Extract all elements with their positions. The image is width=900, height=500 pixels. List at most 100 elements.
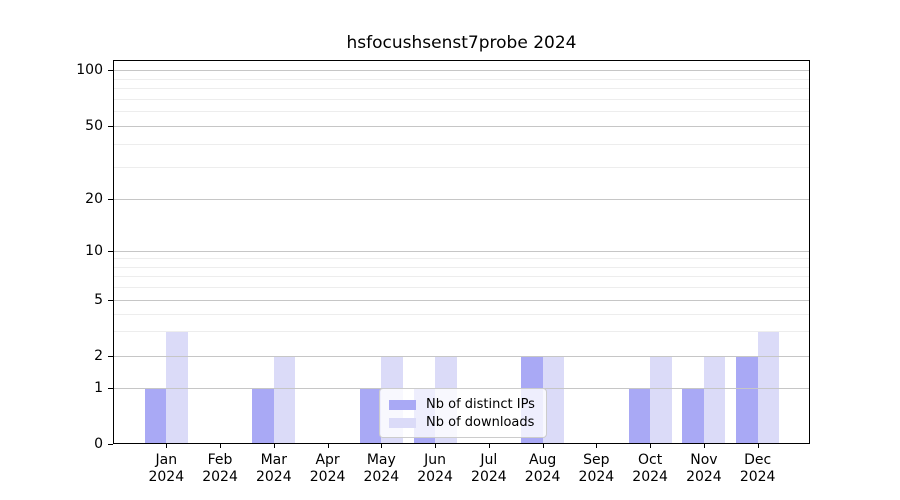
minor-gridline-70 xyxy=(113,98,810,100)
x-tick-mark-jun xyxy=(435,444,437,448)
major-gridline-10 xyxy=(113,251,810,252)
bar-downloads-oct xyxy=(650,356,672,444)
month-label: Sep xyxy=(583,452,610,468)
year-label: 2024 xyxy=(578,469,615,485)
x-tick-label-feb: Feb 2024 xyxy=(188,452,252,486)
x-tick-mark-aug xyxy=(542,444,544,448)
legend-swatch-distinct-ips xyxy=(389,399,416,410)
legend-row-downloads: Nb of downloads xyxy=(389,414,538,431)
y-tick-label-0: 0 xyxy=(94,435,103,452)
x-tick-mark-mar xyxy=(273,444,275,448)
year-label: 2024 xyxy=(309,469,346,485)
year-label: 2024 xyxy=(255,469,292,485)
month-label: Jun xyxy=(424,452,447,468)
x-tick-label-may: May 2024 xyxy=(349,452,413,486)
minor-gridline-40 xyxy=(113,143,810,145)
x-tick-mark-apr xyxy=(327,444,329,448)
x-tick-label-jan: Jan 2024 xyxy=(134,452,198,486)
major-gridline-100 xyxy=(113,70,810,71)
year-label: 2024 xyxy=(148,469,185,485)
x-tick-label-mar: Mar 2024 xyxy=(242,452,306,486)
chart-title: hsfocushsenst7probe 2024 xyxy=(346,33,577,53)
x-tick-label-nov: Nov 2024 xyxy=(672,452,736,486)
minor-gridline-3 xyxy=(113,331,810,333)
y-tick-label-100: 100 xyxy=(76,62,103,78)
y-tick-mark-20 xyxy=(108,199,113,200)
minor-gridline-90 xyxy=(113,78,810,80)
bar-distinct-ips-oct xyxy=(628,388,651,444)
year-label: 2024 xyxy=(686,469,722,485)
x-tick-mark-sep xyxy=(596,444,598,448)
minor-gridline-60 xyxy=(113,111,810,113)
bar-distinct-ips-mar xyxy=(252,388,274,444)
bar-distinct-ips-dec xyxy=(736,356,758,444)
y-tick-label-10: 10 xyxy=(85,243,103,259)
x-tick-mark-nov xyxy=(703,444,705,448)
bar-downloads-aug xyxy=(542,356,565,444)
month-label: Aug xyxy=(528,452,557,468)
y-tick-label-1: 1 xyxy=(94,380,103,396)
month-label: Feb xyxy=(207,452,233,468)
legend: Nb of distinct IPs Nb of downloads xyxy=(379,388,547,438)
x-tick-label-jun: Jun 2024 xyxy=(403,452,467,486)
minor-gridline-6 xyxy=(113,287,810,289)
month-label: Oct xyxy=(638,452,663,468)
major-gridline-50 xyxy=(113,126,810,127)
x-tick-label-jul: Jul 2024 xyxy=(457,452,521,486)
minor-gridline-80 xyxy=(113,88,810,90)
year-label: 2024 xyxy=(524,469,561,485)
x-tick-mark-jul xyxy=(488,444,490,448)
x-tick-mark-oct xyxy=(650,444,652,448)
y-tick-label-5: 5 xyxy=(94,292,103,308)
month-label: May xyxy=(366,452,396,468)
year-label: 2024 xyxy=(739,469,776,485)
x-tick-label-sep: Sep 2024 xyxy=(564,452,628,486)
major-gridline-5 xyxy=(113,300,810,301)
legend-label-downloads: Nb of downloads xyxy=(426,415,535,430)
x-tick-mark-may xyxy=(381,444,383,448)
y-tick-label-2: 2 xyxy=(94,348,103,364)
bar-downloads-mar xyxy=(273,356,296,444)
x-tick-label-apr: Apr 2024 xyxy=(296,452,360,486)
year-label: 2024 xyxy=(417,469,453,485)
y-tick-label-50: 50 xyxy=(85,118,103,134)
bar-distinct-ips-nov xyxy=(682,388,704,444)
y-tick-mark-50 xyxy=(108,126,113,127)
month-label: Nov xyxy=(690,452,718,468)
y-tick-mark-2 xyxy=(108,356,113,357)
y-tick-mark-100 xyxy=(108,70,113,71)
y-tick-mark-5 xyxy=(108,300,113,301)
bar-downloads-dec xyxy=(757,331,780,444)
month-label: Jul xyxy=(480,452,498,468)
major-gridline-20 xyxy=(113,199,810,200)
x-tick-mark-dec xyxy=(757,444,759,448)
x-tick-mark-jan xyxy=(166,444,168,448)
x-tick-label-oct: Oct 2024 xyxy=(618,452,682,486)
year-label: 2024 xyxy=(632,469,668,485)
year-label: 2024 xyxy=(363,469,400,485)
month-label: Jan xyxy=(155,452,178,468)
minor-gridline-8 xyxy=(113,266,810,268)
y-tick-mark-0 xyxy=(108,443,113,445)
bar-downloads-jan xyxy=(166,331,188,444)
minor-gridline-30 xyxy=(113,166,810,168)
minor-gridline-4 xyxy=(113,313,810,315)
bar-distinct-ips-may xyxy=(359,388,382,444)
minor-gridline-9 xyxy=(113,258,810,260)
x-tick-label-aug: Aug 2024 xyxy=(511,452,575,486)
legend-row-distinct-ips: Nb of distinct IPs xyxy=(389,396,538,413)
month-label: Mar xyxy=(260,452,288,468)
year-label: 2024 xyxy=(471,469,507,485)
plot-area: 100 50 20 10 5 2 1 0 Jan 2024 Feb 2024 Mar 2024 Apr 202… xyxy=(76,60,810,485)
major-gridline-2 xyxy=(113,356,810,357)
y-tick-label-20: 20 xyxy=(85,191,103,207)
bar-downloads-nov xyxy=(703,356,726,444)
minor-gridline-7 xyxy=(113,276,810,278)
month-label: Dec xyxy=(744,452,772,468)
year-label: 2024 xyxy=(202,469,238,485)
month-label: Apr xyxy=(315,452,340,468)
x-tick-mark-feb xyxy=(220,444,222,448)
bar-distinct-ips-jan xyxy=(144,388,167,444)
y-tick-mark-10 xyxy=(108,251,113,252)
